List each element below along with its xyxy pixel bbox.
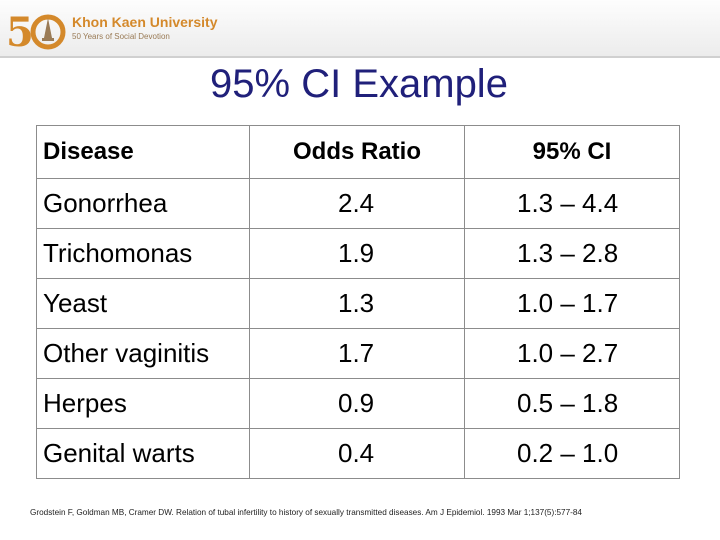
odds-ratio-table: Disease Odds Ratio 95% CI Gonorrhea 2.4 … [36, 125, 680, 479]
cell-disease: Other vaginitis [36, 328, 250, 379]
table-row: Herpes 0.9 0.5 – 1.8 [36, 378, 680, 429]
column-header-ci: 95% CI [464, 125, 680, 179]
cell-ci: 1.0 – 1.7 [464, 278, 680, 329]
cell-odds-ratio: 2.4 [249, 178, 465, 229]
table-header-row: Disease Odds Ratio 95% CI [36, 125, 680, 179]
logo-subtitle: 50 Years of Social Devotion [72, 32, 170, 41]
column-header-odds-ratio: Odds Ratio [249, 125, 465, 179]
citation-footnote: Grodstein F, Goldman MB, Cramer DW. Rela… [30, 508, 582, 517]
cell-disease: Genital warts [36, 428, 250, 479]
table-row: Trichomonas 1.9 1.3 – 2.8 [36, 228, 680, 279]
table-row: Gonorrhea 2.4 1.3 – 4.4 [36, 178, 680, 229]
cell-odds-ratio: 1.3 [249, 278, 465, 329]
cell-ci: 0.5 – 1.8 [464, 378, 680, 429]
cell-odds-ratio: 1.9 [249, 228, 465, 279]
cell-ci: 1.3 – 4.4 [464, 178, 680, 229]
svg-text:5: 5 [6, 9, 34, 54]
slide-title: 95% CI Example [0, 62, 720, 107]
cell-disease: Herpes [36, 378, 250, 429]
cell-odds-ratio: 0.9 [249, 378, 465, 429]
cell-disease: Yeast [36, 278, 250, 329]
cell-ci: 0.2 – 1.0 [464, 428, 680, 479]
header-band [0, 0, 720, 56]
cell-disease: Trichomonas [36, 228, 250, 279]
cell-ci: 1.3 – 2.8 [464, 228, 680, 279]
cell-ci: 1.0 – 2.7 [464, 328, 680, 379]
anniversary-50-icon: 5 [6, 9, 66, 54]
cell-odds-ratio: 1.7 [249, 328, 465, 379]
table-row: Genital warts 0.4 0.2 – 1.0 [36, 428, 680, 479]
cell-disease: Gonorrhea [36, 178, 250, 229]
cell-odds-ratio: 0.4 [249, 428, 465, 479]
logo-title: Khon Kaen University [72, 14, 218, 30]
column-header-disease: Disease [36, 125, 250, 179]
header-divider [0, 56, 720, 58]
table-row: Yeast 1.3 1.0 – 1.7 [36, 278, 680, 329]
university-logo: 5 Khon Kaen University 50 Years of Socia… [4, 2, 234, 54]
slide-title-text: 95% CI Example [210, 62, 508, 106]
table-row: Other vaginitis 1.7 1.0 – 2.7 [36, 328, 680, 379]
